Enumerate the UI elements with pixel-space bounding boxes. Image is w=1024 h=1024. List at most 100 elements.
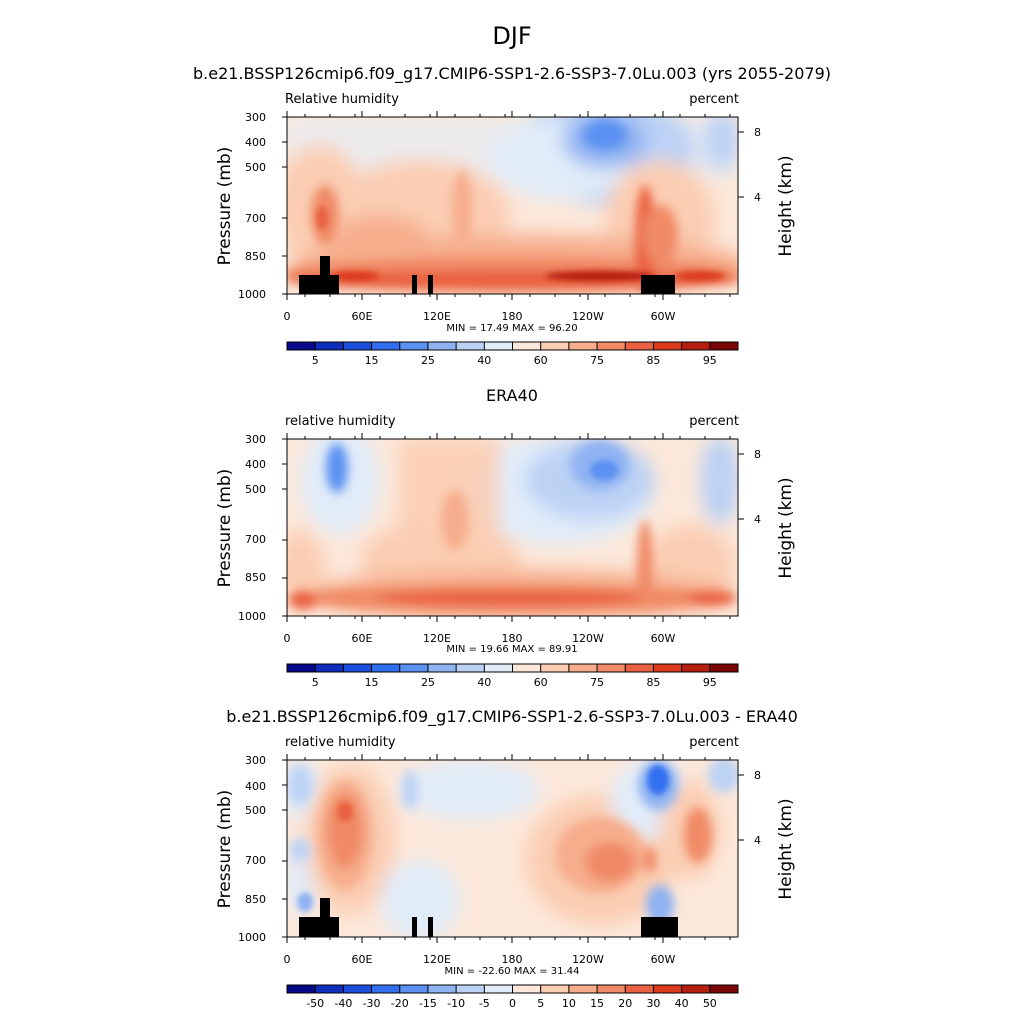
panel-1-ytick-850: 850 (245, 250, 266, 263)
colorbar-label: 15 (590, 997, 604, 1010)
panel-1-x-ticks: 0 60E 120E 180 120W 60W (284, 310, 676, 323)
panel-2-left-label: relative humidity (285, 414, 396, 429)
panel-2-ytick-500: 500 (245, 483, 266, 496)
colorbar-label: 25 (421, 676, 435, 689)
case-title: b.e21.BSSP126cmip6.f09_g17.CMIP6-SSP1-2.… (193, 64, 831, 84)
colorbar-swatch (287, 664, 316, 672)
colorbar-swatch (709, 664, 739, 672)
colorbar-swatch (681, 985, 711, 993)
colorbar-swatch (287, 342, 316, 350)
figure-title: DJF (492, 22, 531, 50)
colorbar-label: -40 (334, 997, 352, 1010)
colorbar-label: 75 (590, 354, 604, 367)
colorbar-label: -15 (419, 997, 437, 1010)
colorbar-swatch (343, 985, 373, 993)
panel-3-xtick-60w: 60W (651, 953, 676, 966)
colorbar-swatch (399, 342, 429, 350)
panel-3-ytick-850: 850 (245, 893, 266, 906)
colorbar-swatch (681, 342, 711, 350)
panel-3-ytick-400: 400 (245, 780, 266, 793)
colorbar-label: 40 (675, 997, 689, 1010)
colorbar-swatch (343, 664, 373, 672)
panel-1-ytick-400: 400 (245, 136, 266, 149)
panel-1: Relative humidity percent (215, 92, 796, 367)
panel-1-height-tick-4: 4 (754, 191, 761, 204)
panel-1-xtick-0: 0 (284, 310, 291, 323)
panel-2-y-right-ticks: 8 4 (754, 448, 761, 526)
panel-3-stats: MIN = -22.60 MAX = 31.44 (445, 966, 580, 977)
panel-2-xtick-60w: 60W (651, 632, 676, 645)
panel-2-colorbar: 5 15 25 40 60 75 85 95 (286, 663, 739, 689)
colorbar-swatch (568, 342, 598, 350)
colorbar-swatch (653, 664, 683, 672)
colorbar-swatch (709, 985, 739, 993)
panel-2-ytick-300: 300 (245, 433, 266, 446)
panel-3-topography (299, 898, 678, 937)
colorbar-label: -30 (363, 997, 381, 1010)
panel-1-left-label: Relative humidity (285, 92, 399, 107)
colorbar-label: -20 (391, 997, 409, 1010)
panel-3-ytick-500: 500 (245, 804, 266, 817)
colorbar-frame (286, 341, 739, 351)
colorbar-swatch (456, 664, 485, 672)
panel-3-ylabel-right: Height (km) (776, 798, 796, 899)
colorbar-label: 95 (703, 676, 717, 689)
panel-3-ytick-700: 700 (245, 854, 266, 867)
panel-3-tick-marks (282, 754, 744, 943)
colorbar-label: 30 (646, 997, 660, 1010)
colorbar-swatch (568, 985, 598, 993)
panel-2-xtick-120w: 120W (572, 632, 604, 645)
colorbar-swatch (512, 664, 542, 672)
colorbar-swatch (568, 664, 598, 672)
panel-2-xtick-120e: 120E (423, 632, 451, 645)
panel-2-ytick-1000: 1000 (238, 610, 266, 623)
panel-2-xtick-60e: 60E (352, 632, 373, 645)
panel-3-x-ticks: 0 60E 120E 180 120W 60W (284, 953, 676, 966)
colorbar-frame (286, 663, 739, 673)
panel-1-field (287, 117, 738, 294)
panel-1-xtick-120w: 120W (572, 310, 604, 323)
panel-3-ytick-300: 300 (245, 754, 266, 767)
colorbar-swatch (456, 985, 485, 993)
colorbar-swatch (597, 664, 626, 672)
colorbar-swatch (709, 342, 739, 350)
panel-3-ytick-1000: 1000 (238, 931, 266, 944)
panel-1-xtick-120e: 120E (423, 310, 451, 323)
colorbar-label: 15 (365, 676, 379, 689)
colorbar-swatch (315, 664, 344, 672)
colorbar-label: 20 (618, 997, 632, 1010)
panel-3-xtick-180: 180 (502, 953, 523, 966)
panel-1-ytick-1000: 1000 (238, 288, 266, 301)
colorbar-label: 50 (703, 997, 717, 1010)
panel-3-colorbar: -50 -40 -30 -20 -15 -10 -5 0 5 10 15 20 30 40 50 (286, 984, 739, 1010)
colorbar-label: 10 (562, 997, 576, 1010)
panel-2-right-label: percent (689, 414, 739, 429)
colorbar-swatch (427, 664, 457, 672)
panel-3-title: b.e21.BSSP126cmip6.f09_g17.CMIP6-SSP1-2.… (226, 707, 798, 727)
panel-3-xtick-0: 0 (284, 953, 291, 966)
panel-3-xtick-120e: 120E (423, 953, 451, 966)
colorbar-swatch (399, 985, 429, 993)
panel-3-right-label: percent (689, 735, 739, 750)
colorbar-label: 40 (477, 676, 491, 689)
colorbar-label: 5 (537, 997, 544, 1010)
colorbar-swatch (315, 985, 344, 993)
panel-1-xtick-180: 180 (502, 310, 523, 323)
colorbar-swatch (427, 985, 457, 993)
colorbar-swatch (371, 985, 401, 993)
colorbar-label: 5 (312, 676, 319, 689)
colorbar-frame (286, 984, 739, 994)
panel-2-field (287, 439, 738, 616)
panel-1-xtick-60e: 60E (352, 310, 373, 323)
colorbar-swatch (653, 342, 683, 350)
panel-2-xtick-0: 0 (284, 632, 291, 645)
panel-3-height-tick-4: 4 (754, 834, 761, 847)
colorbar-label: -5 (479, 997, 490, 1010)
colorbar-swatch (287, 985, 316, 993)
panel-2-x-ticks: 0 60E 120E 180 120W 60W (284, 632, 676, 645)
colorbar-label: 75 (590, 676, 604, 689)
colorbar-swatch (315, 342, 344, 350)
panel-1-ytick-500: 500 (245, 161, 266, 174)
panel-3-y-right-ticks: 8 4 (754, 769, 761, 847)
panel-2-y-ticks: 300 400 500 700 850 1000 (238, 433, 266, 623)
